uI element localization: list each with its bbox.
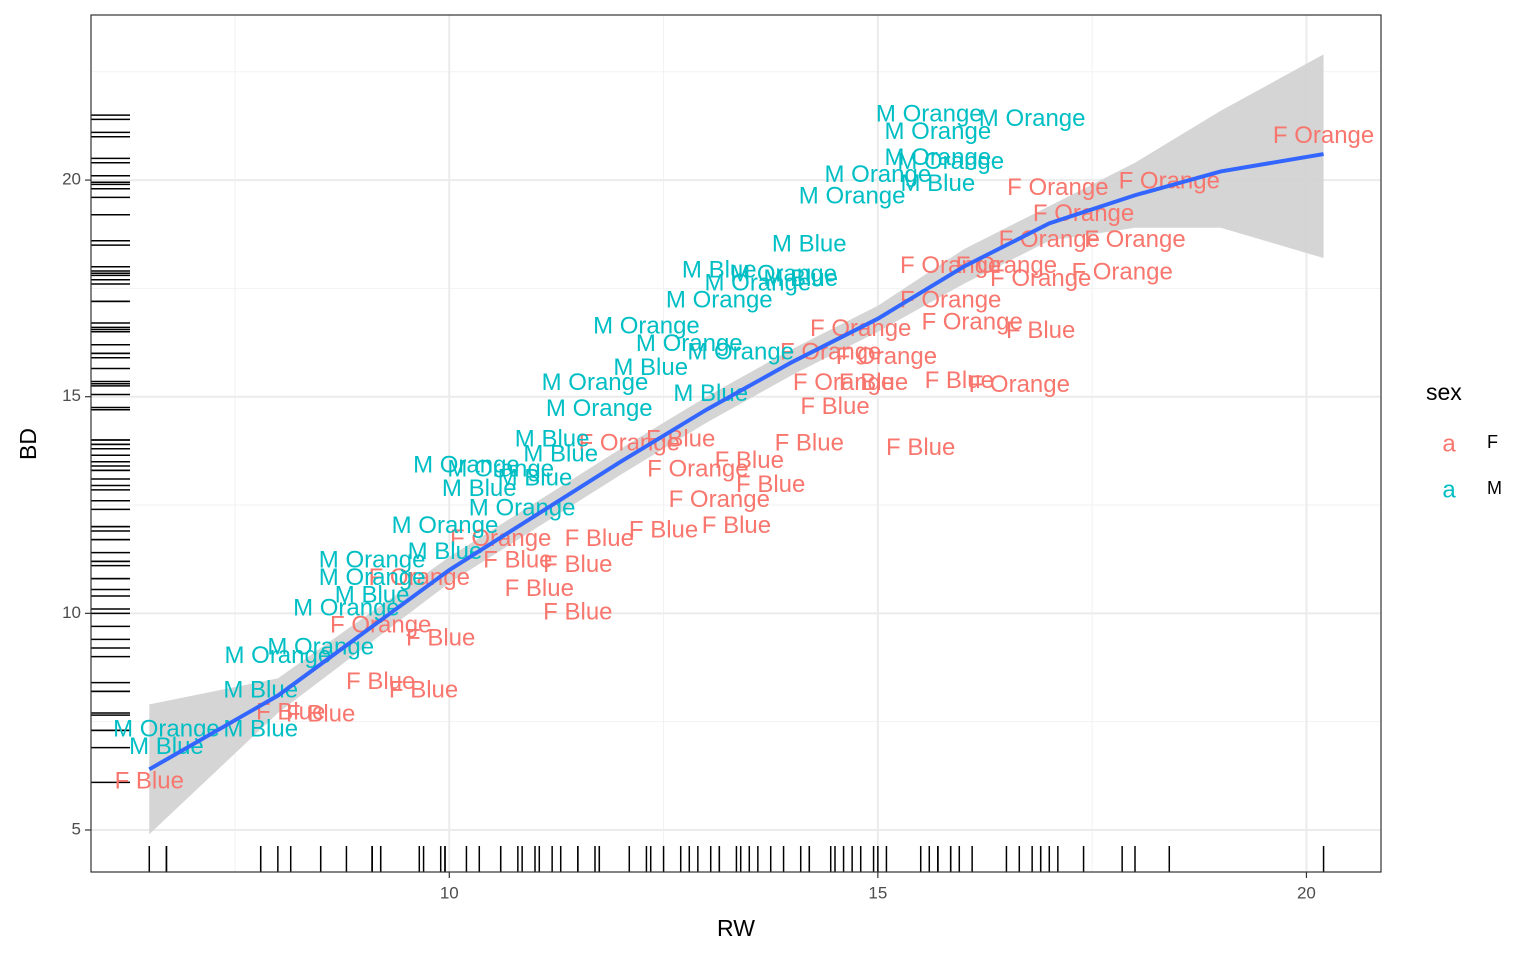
point-label: F Blue xyxy=(715,447,784,474)
point-label: M Orange xyxy=(319,547,426,574)
point-label: M Blue xyxy=(901,170,976,197)
point-label: M Orange xyxy=(730,261,837,288)
point-label: M Blue xyxy=(498,464,573,491)
point-label: F Blue xyxy=(505,575,574,602)
point-label: F Blue xyxy=(543,551,612,578)
point-label: F Blue xyxy=(800,393,869,420)
y-tick-label: 10 xyxy=(62,603,81,622)
point-label: M Orange xyxy=(546,395,653,422)
point-label: F Orange xyxy=(921,308,1022,335)
point-label: F Orange xyxy=(1007,174,1108,201)
legend-label: F xyxy=(1487,432,1498,452)
point-label: F Blue xyxy=(839,369,908,396)
point-label: M Orange xyxy=(593,313,700,340)
point-label: M Orange xyxy=(666,287,773,314)
point-label: M Orange xyxy=(979,105,1086,132)
point-label: M Orange xyxy=(884,144,991,171)
point-label: M Orange xyxy=(799,183,906,210)
grid xyxy=(91,15,1381,872)
legend-title: sex xyxy=(1426,379,1462,405)
point-label: F Orange xyxy=(1071,259,1172,286)
point-label: M Blue xyxy=(515,425,590,452)
point-label: F Orange xyxy=(669,486,770,513)
point-label: F Blue xyxy=(1006,317,1075,344)
confidence-ribbon xyxy=(149,54,1324,835)
point-label: F Blue xyxy=(115,768,184,795)
point-label: F Orange xyxy=(969,371,1070,398)
point-label: M Blue xyxy=(408,538,483,565)
point-label: M Blue xyxy=(335,581,410,608)
x-tick-label: 15 xyxy=(868,883,887,902)
point-label: F Blue xyxy=(702,512,771,539)
point-label: M Blue xyxy=(682,256,757,283)
point-label: F Blue xyxy=(736,471,805,498)
point-label: F Orange xyxy=(1273,122,1374,149)
point-label: F Blue xyxy=(543,599,612,626)
point-label: F Blue xyxy=(389,677,458,704)
legend-label: M xyxy=(1487,478,1502,498)
point-label: M Orange xyxy=(413,451,520,478)
point-label: M Blue xyxy=(442,475,517,502)
y-tick-label: 20 xyxy=(62,170,81,189)
point-label: F Blue xyxy=(346,668,415,695)
point-label: F Blue xyxy=(286,701,355,728)
point-label: F Orange xyxy=(647,456,748,483)
point-label: F Orange xyxy=(330,612,431,639)
point-label: F Blue xyxy=(629,516,698,543)
smooth-line xyxy=(148,152,1324,772)
point-label: F Orange xyxy=(990,265,1091,292)
y-tick-label: 5 xyxy=(72,819,81,838)
point-label: M Blue xyxy=(763,265,838,292)
point-label: M Orange xyxy=(884,118,991,145)
point-label: M Orange xyxy=(392,512,499,539)
panel-border xyxy=(90,14,1382,873)
point-label: M Orange xyxy=(687,339,794,366)
point-label: F Blue xyxy=(565,525,634,552)
point-label: M Orange xyxy=(876,100,983,127)
point-label: M Orange xyxy=(224,642,331,669)
legend-key: a xyxy=(1442,476,1456,503)
point-label: M Orange xyxy=(319,564,426,591)
point-label: F Blue xyxy=(775,430,844,457)
point-label: F Blue xyxy=(886,434,955,461)
x-axis-title: RW xyxy=(717,915,755,941)
x-tick-label: 10 xyxy=(440,883,459,902)
point-label: M Orange xyxy=(704,269,811,296)
point-label: M Orange xyxy=(636,330,743,357)
point-label: F Orange xyxy=(900,287,1001,314)
point-label: F Orange xyxy=(1119,168,1220,195)
point-label: F Orange xyxy=(836,343,937,370)
point-label: M Orange xyxy=(447,456,554,483)
x-tick-label: 20 xyxy=(1297,883,1316,902)
point-label: F Orange xyxy=(1084,226,1185,253)
y-axis-title: BD xyxy=(15,428,41,460)
point-label: M Blue xyxy=(613,354,688,381)
legend-key: a xyxy=(1442,430,1456,457)
point-label: F Blue xyxy=(925,367,994,394)
point-label: F Blue xyxy=(483,547,552,574)
point-label: M Orange xyxy=(897,148,1004,175)
point-label: F Orange xyxy=(956,252,1057,279)
point-label: M Orange xyxy=(824,161,931,188)
point-label: M Blue xyxy=(523,441,598,468)
y-tick-label: 15 xyxy=(62,386,81,405)
point-label: M Blue xyxy=(772,230,847,257)
point-label: M Orange xyxy=(542,369,649,396)
point-label: F Orange xyxy=(793,369,894,396)
point-label: F Blue xyxy=(406,625,475,652)
